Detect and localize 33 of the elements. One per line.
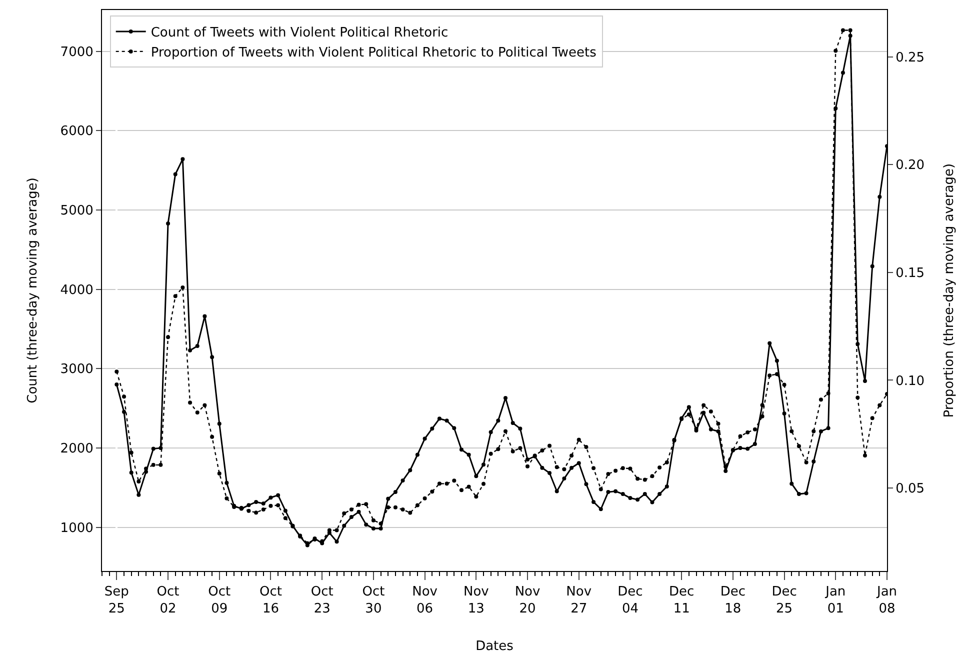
x-tick-label: Dec 18 bbox=[720, 584, 746, 616]
y2-tick-label: 0.20 bbox=[896, 158, 925, 174]
x-tick-label: Nov 20 bbox=[514, 584, 540, 616]
x-tick-label: Dec 11 bbox=[669, 584, 694, 616]
x-tick-label: Jan 08 bbox=[876, 584, 898, 616]
y2-tick-label: 0.25 bbox=[896, 50, 925, 66]
x-tick-label: Oct 23 bbox=[310, 584, 334, 616]
x-tick-label: Oct 02 bbox=[156, 584, 180, 616]
y2-tick-label: 0.15 bbox=[896, 266, 925, 281]
x-tick-label: Dec 04 bbox=[618, 584, 643, 616]
y-tick-label: 6000 bbox=[60, 124, 94, 140]
y-tick-label: 2000 bbox=[60, 442, 94, 457]
y-axis-title: Count (three-day moving average) bbox=[25, 178, 40, 404]
y2-tick-label: 0.10 bbox=[896, 374, 925, 389]
legend-label: Proportion of Tweets with Violent Political Rhetoric to Political Tweets bbox=[150, 46, 597, 61]
x-tick-label: Oct 30 bbox=[362, 584, 385, 616]
x-tick-label: Nov 13 bbox=[463, 584, 490, 616]
y-tick-label: 4000 bbox=[60, 282, 94, 298]
x-axis-title: Dates bbox=[476, 639, 514, 654]
y-tick-label: 1000 bbox=[60, 520, 94, 536]
x-tick-label: Nov 06 bbox=[412, 584, 438, 616]
x-tick-label: Jan 01 bbox=[824, 584, 846, 616]
x-tick-label: Nov 27 bbox=[566, 584, 592, 616]
y-tick-label: 7000 bbox=[60, 44, 94, 60]
x-tick-label: Dec 25 bbox=[772, 584, 797, 616]
y2-axis-title: Proportion (three-day moving average) bbox=[942, 163, 958, 418]
x-tick-label: Oct 16 bbox=[260, 584, 282, 616]
y-tick-label: 5000 bbox=[60, 204, 94, 219]
x-tick-label: Sep 25 bbox=[104, 584, 129, 616]
y2-tick-label: 0.05 bbox=[896, 482, 925, 497]
y-tick-label: 3000 bbox=[60, 362, 94, 378]
x-tick-label: Oct 09 bbox=[208, 584, 231, 616]
legend-label: Count of Tweets with Violent Political Rhetoric bbox=[150, 26, 448, 41]
